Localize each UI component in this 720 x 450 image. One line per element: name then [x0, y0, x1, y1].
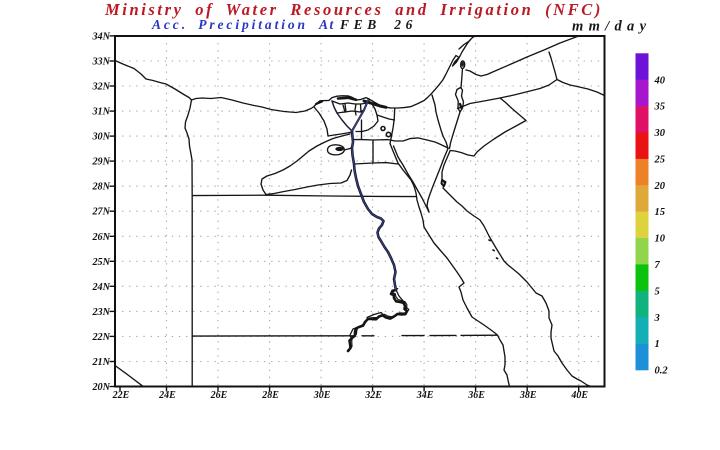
svg-text:22N: 22N: [91, 332, 110, 343]
svg-text:3: 3: [654, 313, 660, 324]
svg-text:34N: 34N: [91, 31, 110, 42]
svg-text:26E: 26E: [210, 390, 228, 401]
svg-text:30N: 30N: [91, 132, 110, 143]
svg-text:26N: 26N: [91, 232, 110, 243]
svg-text:1: 1: [655, 339, 660, 350]
svg-text:24E: 24E: [158, 390, 176, 401]
svg-text:22E: 22E: [112, 390, 130, 401]
svg-text:32E: 32E: [364, 390, 382, 401]
svg-text:30: 30: [654, 128, 666, 139]
svg-text:Ministry of Water Resources an: Ministry of Water Resources and Irrigati…: [104, 0, 603, 19]
svg-text:34E: 34E: [416, 390, 434, 401]
svg-text:40E: 40E: [570, 390, 588, 401]
svg-text:25: 25: [654, 155, 666, 166]
svg-text:5: 5: [655, 286, 660, 297]
svg-text:0.2: 0.2: [655, 366, 669, 377]
svg-text:33N: 33N: [91, 57, 110, 68]
svg-text:35: 35: [654, 102, 666, 113]
svg-text:38E: 38E: [519, 390, 537, 401]
svg-text:Acc. Precipitation: Acc. Precipitation: [151, 17, 308, 32]
svg-text:27N: 27N: [91, 207, 110, 218]
svg-text:21N: 21N: [91, 357, 110, 368]
svg-text:mm/day: mm/day: [572, 19, 651, 35]
svg-text:30E: 30E: [313, 390, 331, 401]
svg-text:40: 40: [654, 75, 666, 86]
svg-text:36E: 36E: [467, 390, 485, 401]
svg-text:7: 7: [655, 260, 661, 271]
svg-text:28N: 28N: [91, 182, 110, 193]
svg-text:29N: 29N: [91, 157, 110, 168]
svg-text:20N: 20N: [91, 382, 110, 393]
svg-text:10: 10: [655, 234, 666, 245]
svg-text:24N: 24N: [91, 282, 110, 293]
svg-text:28E: 28E: [261, 390, 279, 401]
svg-text:15: 15: [655, 207, 666, 218]
svg-text:FEB 26: FEB 26: [339, 17, 417, 32]
svg-text:20: 20: [654, 181, 666, 192]
svg-text:32N: 32N: [91, 82, 110, 93]
svg-text:31N: 31N: [91, 107, 110, 118]
svg-text:25N: 25N: [91, 257, 110, 268]
svg-text:At: At: [318, 17, 335, 32]
svg-text:23N: 23N: [91, 307, 110, 318]
